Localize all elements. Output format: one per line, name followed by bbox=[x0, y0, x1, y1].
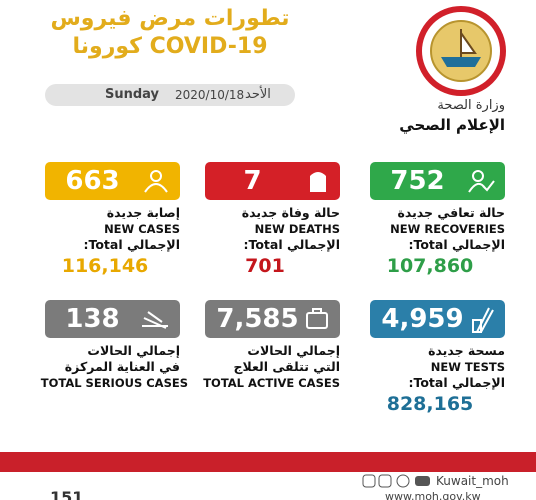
website: www.moh.gov.kw bbox=[385, 490, 481, 500]
label-en: NEW CASES bbox=[104, 222, 180, 236]
total: 116,146 bbox=[61, 255, 149, 277]
footer-band bbox=[0, 452, 536, 472]
total: 107,860 bbox=[386, 255, 474, 277]
total: 701 bbox=[245, 255, 285, 277]
total-label: الإجمالي Total: bbox=[408, 237, 505, 252]
ministry: وزارة الصحة bbox=[437, 98, 505, 113]
value: 663 bbox=[65, 166, 120, 196]
label: إصابة جديدة NEW CASES الإجمالي Total: 11… bbox=[30, 205, 180, 279]
title: تطورات مرض فيروس bbox=[50, 6, 290, 31]
card: 752 bbox=[370, 162, 505, 200]
card: 7 bbox=[205, 162, 340, 200]
value: 138 bbox=[65, 304, 120, 334]
value: 4,959 bbox=[381, 304, 464, 334]
label-ar: إجمالي الحالات bbox=[87, 343, 180, 358]
date: 2020/10/18 bbox=[175, 88, 245, 102]
total-label: الإجمالي Total: bbox=[408, 375, 505, 390]
label: حالة وفاة جديدة NEW DEATHS الإجمالي Tota… bbox=[190, 205, 340, 279]
logo bbox=[416, 6, 506, 96]
card: 138 bbox=[45, 300, 180, 338]
label-ar: حالة تعافي جديدة bbox=[397, 205, 505, 220]
handle: Kuwait_moh bbox=[436, 474, 509, 488]
label: إجمالي الحالات التي تتلقى العلاج TOTAL A… bbox=[190, 343, 340, 391]
label-en: NEW TESTS bbox=[430, 360, 505, 374]
hotline: 151 bbox=[50, 488, 84, 500]
total: 828,165 bbox=[386, 393, 474, 415]
date-bar: Sunday 2020/10/18 الأحد bbox=[45, 84, 295, 106]
department: الإعلام الصحي bbox=[399, 116, 505, 134]
day-ar: الأحد bbox=[245, 87, 271, 102]
label-ar: إصابة جديدة bbox=[106, 205, 180, 220]
label-en: NEW RECOVERIES bbox=[390, 222, 505, 236]
value: 752 bbox=[390, 166, 445, 196]
value: 7,585 bbox=[216, 304, 299, 334]
label-ar: مسحة جديدة bbox=[428, 343, 505, 358]
total-label: الإجمالي Total: bbox=[83, 237, 180, 252]
card: 4,959 bbox=[370, 300, 505, 338]
label: حالة تعافي جديدة NEW RECOVERIES الإجمالي… bbox=[355, 205, 505, 279]
title: كورونا COVID-19 bbox=[72, 34, 268, 59]
card: 663 bbox=[45, 162, 180, 200]
total-label: الإجمالي Total: bbox=[243, 237, 340, 252]
social-icons bbox=[362, 474, 430, 488]
day-en: Sunday bbox=[105, 87, 160, 102]
label-ar: في العناية المركزة bbox=[64, 359, 180, 374]
label-ar: التي تتلقى العلاج bbox=[233, 359, 340, 374]
label: مسحة جديدة NEW TESTS الإجمالي Total: 828… bbox=[355, 343, 505, 417]
label-en: TOTAL SERIOUS CASES bbox=[40, 376, 188, 390]
label-ar: إجمالي الحالات bbox=[247, 343, 340, 358]
label: إجمالي الحالات في العناية المركزة TOTAL … bbox=[30, 343, 188, 391]
label-ar: حالة وفاة جديدة bbox=[241, 205, 340, 220]
value: 7 bbox=[243, 166, 262, 196]
card: 7,585 bbox=[205, 300, 340, 338]
label-en: NEW DEATHS bbox=[254, 222, 340, 236]
label-en: TOTAL ACTIVE CASES bbox=[203, 376, 340, 390]
